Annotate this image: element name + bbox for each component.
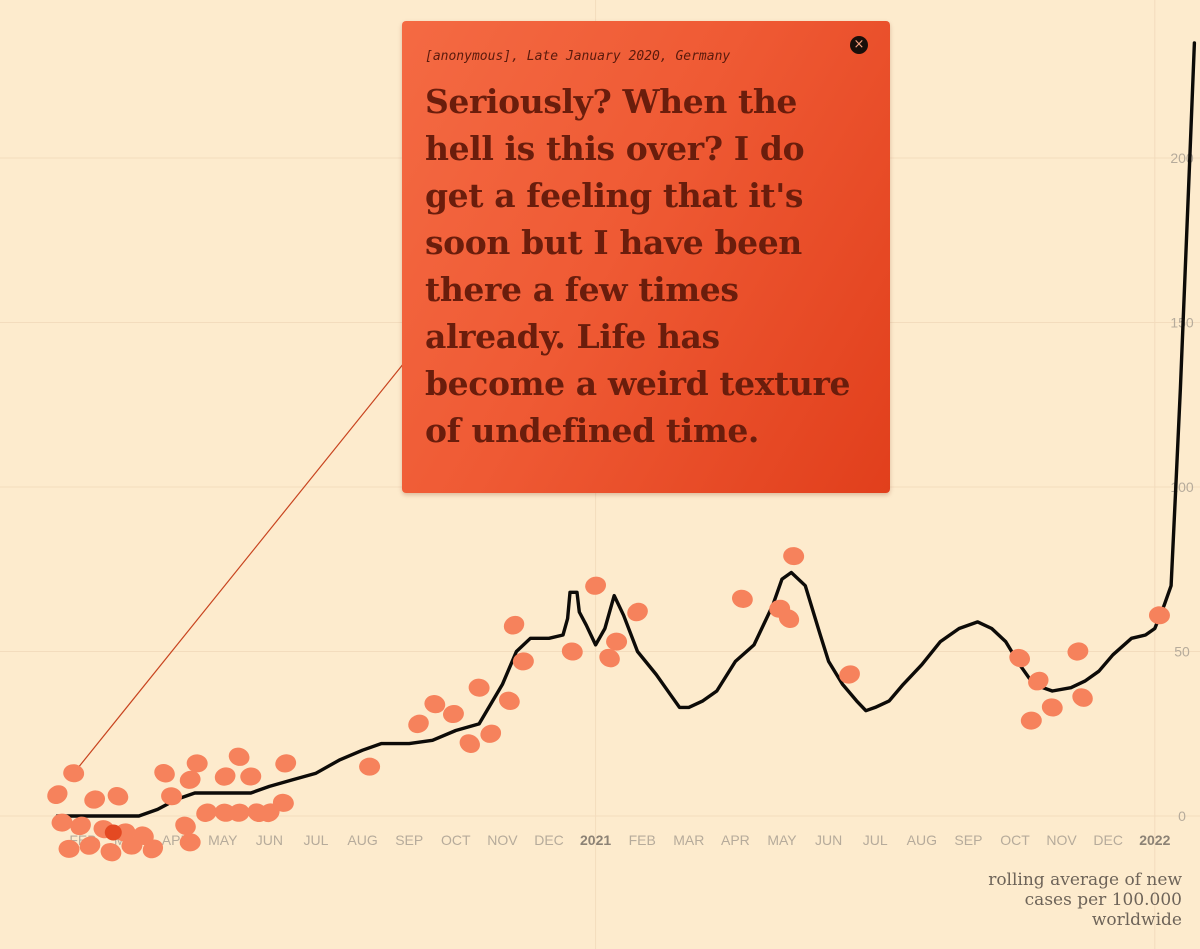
x-tick-label: JUL	[304, 832, 329, 848]
quote-bubble[interactable]	[730, 587, 755, 610]
quote-bubble[interactable]	[1069, 685, 1096, 710]
quote-bubble[interactable]	[456, 731, 483, 757]
quote-bubble[interactable]	[782, 546, 805, 566]
caption-line-3: worldwide	[1091, 910, 1182, 930]
quote-bubble[interactable]	[1148, 606, 1171, 625]
quote-bubble[interactable]	[272, 792, 296, 813]
quote-bubble[interactable]	[624, 600, 650, 625]
quote-bubble[interactable]	[67, 813, 94, 838]
quote-bubble[interactable]	[512, 652, 534, 671]
quote-bubble[interactable]	[172, 814, 198, 839]
quote-bubble[interactable]	[105, 784, 131, 808]
x-tick-label: DEC	[1093, 832, 1123, 848]
x-tick-label: SEP	[395, 832, 423, 848]
x-tick-label: AUG	[347, 832, 377, 848]
quote-bubble[interactable]	[478, 722, 504, 746]
quote-bubble[interactable]	[583, 575, 608, 597]
x-tick-label: DEC	[534, 832, 564, 848]
caption-line-1: rolling average of new	[988, 870, 1182, 890]
quote-bubble[interactable]	[501, 612, 528, 638]
x-tick-label: OCT	[441, 832, 471, 848]
quote-bubble[interactable]	[775, 606, 802, 632]
quote-bubble[interactable]	[226, 745, 252, 769]
caption-line-2: cases per 100.000	[1024, 890, 1182, 910]
y-tick-label: 0	[1178, 808, 1186, 824]
quote-bubble[interactable]	[405, 711, 431, 736]
quote-bubbles[interactable]	[44, 546, 1170, 864]
quote-bubble[interactable]	[151, 761, 177, 786]
quote-bubble[interactable]	[82, 788, 107, 811]
quote-bubble[interactable]	[1040, 697, 1064, 719]
y-tick-label: 50	[1174, 644, 1190, 660]
quote-bubble[interactable]	[497, 689, 523, 713]
quote-bubble[interactable]	[442, 703, 466, 724]
x-tick-label: JUN	[256, 832, 283, 848]
x-tick-label: MAR	[673, 832, 704, 848]
quote-bubble[interactable]	[560, 641, 584, 662]
x-tick-label: 2022	[1139, 832, 1170, 848]
x-tick-label: OCT	[1000, 832, 1030, 848]
quote-bubble[interactable]	[1020, 711, 1042, 730]
x-tick-label: MAY	[208, 832, 238, 848]
quote-bubble[interactable]	[212, 765, 238, 789]
quote-connector-line	[73, 362, 405, 774]
quote-bubble[interactable]	[359, 757, 381, 776]
x-tick-label: APR	[721, 832, 750, 848]
quote-bubble[interactable]	[62, 763, 85, 783]
quote-connector-layer	[73, 362, 405, 774]
quote-bubble[interactable]	[606, 632, 628, 651]
case-rate-line	[55, 41, 1197, 818]
quote-bubble[interactable]	[1066, 641, 1090, 663]
quote-bubble[interactable]	[227, 802, 251, 823]
quote-bubble-selected[interactable]	[104, 824, 122, 841]
x-tick-label: SEP	[954, 832, 982, 848]
x-tick-label: MAY	[767, 832, 797, 848]
quote-bubble[interactable]	[58, 839, 80, 858]
quote-bubble[interactable]	[1025, 668, 1052, 693]
quote-bubble[interactable]	[178, 768, 203, 791]
quote-bubble[interactable]	[179, 833, 201, 852]
quote-bubble[interactable]	[422, 693, 447, 716]
x-tick-label: NOV	[1046, 832, 1077, 848]
quote-text: Seriously? When the hell is this over? I…	[425, 82, 851, 450]
quote-bubble[interactable]	[186, 754, 208, 773]
x-axis-ticks: FEBMARAPRMAYJUNJULAUGSEPOCTNOVDEC2021FEB…	[69, 832, 1170, 848]
x-tick-label: AUG	[907, 832, 937, 848]
quote-bubble[interactable]	[1007, 646, 1033, 670]
x-tick-label: FEB	[629, 832, 656, 848]
quote-bubble[interactable]	[51, 813, 73, 832]
quote-bubble[interactable]	[468, 678, 490, 698]
x-tick-label: 2021	[580, 832, 611, 848]
quote-bubble[interactable]	[160, 786, 183, 807]
x-tick-label: NOV	[487, 832, 518, 848]
y-axis-caption: rolling average of new cases per 100.000…	[922, 870, 1182, 930]
quote-bubble[interactable]	[121, 836, 144, 856]
quote-bubble[interactable]	[139, 836, 166, 862]
quote-bubble[interactable]	[273, 752, 298, 775]
quote-attribution: [anonymous], Late January 2020, Germany	[425, 49, 731, 64]
case-rate-line-layer	[55, 41, 1197, 818]
x-tick-label: JUN	[815, 832, 842, 848]
x-tick-label: JUL	[863, 832, 888, 848]
quote-bubble[interactable]	[256, 800, 283, 826]
quote-card: × [anonymous], Late January 2020, German…	[402, 21, 890, 493]
quote-bubble[interactable]	[596, 646, 623, 671]
quote-bubble[interactable]	[193, 800, 220, 825]
close-icon[interactable]: ×	[850, 36, 868, 54]
quote-bubble[interactable]	[77, 834, 103, 858]
quote-bubble[interactable]	[837, 663, 862, 686]
quote-bubble[interactable]	[44, 782, 71, 808]
quote-bubble[interactable]	[98, 841, 123, 864]
quote-bubble[interactable]	[240, 767, 262, 787]
